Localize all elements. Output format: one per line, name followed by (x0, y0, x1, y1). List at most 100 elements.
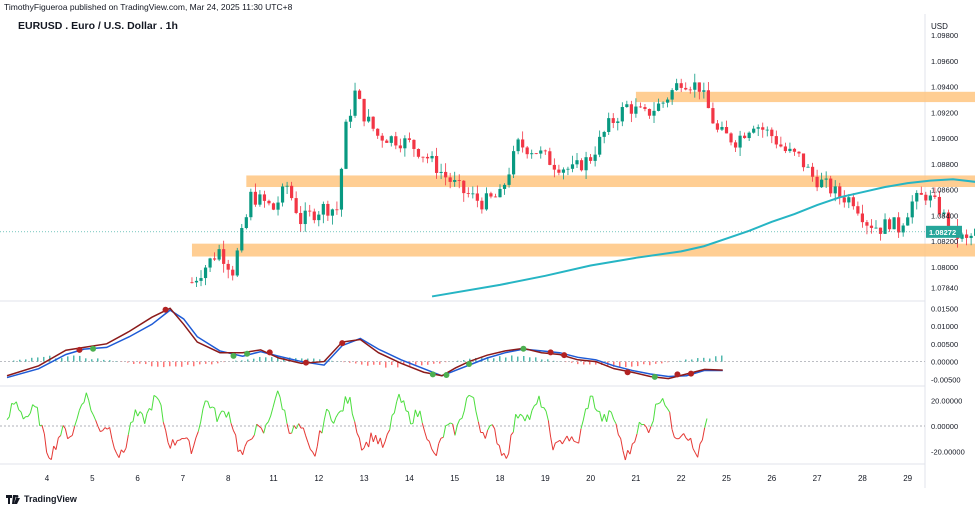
osc2-segment (267, 415, 272, 423)
osc2-segment (22, 416, 27, 420)
osc-y-tick-label: 0.00500 (931, 340, 958, 349)
osc2-segment (132, 409, 136, 422)
osc2-segment (190, 445, 195, 454)
y-tick-label: 1.08200 (931, 237, 958, 246)
candle-body (398, 145, 402, 149)
osc2-segment (389, 415, 393, 430)
candle-body (688, 89, 692, 91)
last-price-marker (926, 225, 962, 238)
histogram-bar (175, 361, 177, 367)
histogram-bar (367, 361, 369, 366)
osc2-segment (398, 393, 402, 403)
candle-body (262, 194, 267, 201)
candle-body (493, 196, 498, 198)
candle-body (484, 193, 489, 210)
osc2-segment (225, 411, 230, 418)
osc2-segment (627, 450, 631, 455)
candle-body (964, 234, 969, 238)
osc2-segment (452, 423, 456, 436)
osc2-segment (456, 419, 461, 426)
histogram-bar (97, 358, 99, 362)
osc2-segment (335, 413, 339, 418)
osc2-segment (162, 422, 167, 431)
x-tick-label: 19 (541, 474, 550, 483)
osc2-segment (55, 437, 59, 450)
candle-body (743, 135, 747, 139)
crossover-dot (466, 361, 473, 368)
osc2-y-tick-label: -20.00000 (931, 447, 965, 456)
candle-body (557, 169, 561, 173)
osc2-segment (559, 440, 563, 445)
osc2-segment (629, 443, 633, 455)
histogram-bar (571, 361, 573, 363)
osc2-segment (286, 423, 290, 434)
osc2-segment (330, 420, 335, 424)
osc2-segment (622, 450, 626, 461)
osc2-segment (531, 405, 535, 411)
osc2-segment (454, 424, 458, 436)
candle-body (267, 200, 271, 204)
osc2-segment (377, 437, 381, 445)
osc-series-line (6, 307, 723, 380)
osc2-segment (674, 436, 677, 440)
currency-label: USD (931, 22, 948, 31)
histogram-bar (103, 359, 105, 362)
candle-body (416, 148, 421, 157)
osc2-segment (174, 440, 178, 446)
histogram-bar (379, 361, 381, 365)
histogram-bar (127, 361, 129, 363)
histogram-bar (709, 358, 711, 362)
x-tick-label: 15 (450, 474, 459, 483)
osc2-segment (244, 441, 248, 447)
candle-body (797, 151, 801, 154)
x-tick-label: 26 (767, 474, 776, 483)
crossover-dot (162, 306, 169, 313)
osc2-segment (356, 432, 360, 439)
osc2-segment (46, 452, 50, 459)
osc2-segment (165, 430, 169, 443)
candle-body (656, 103, 661, 111)
candle-body (453, 180, 457, 182)
osc2-segment (64, 428, 69, 439)
candle-body (475, 193, 479, 201)
osc2-segment (8, 403, 13, 417)
sr-zone (246, 175, 975, 188)
osc2-segment (426, 438, 430, 442)
candle-body (847, 197, 851, 203)
osc2-segment (102, 427, 106, 431)
candle-body (222, 249, 226, 264)
histogram-bar (697, 358, 699, 362)
osc2-segment (365, 441, 370, 448)
candle-body (226, 263, 230, 270)
candle-body (335, 209, 339, 211)
osc2-segment (193, 437, 197, 447)
candle-body (235, 250, 239, 276)
candle-body (348, 115, 353, 122)
histogram-bar (433, 361, 435, 364)
osc2-segment (496, 443, 500, 446)
candle-body (616, 121, 620, 123)
candle-body (919, 192, 923, 195)
histogram-bar (271, 357, 273, 362)
osc2-segment (669, 412, 673, 430)
osc2-segment (412, 409, 416, 424)
osc2-segment (566, 435, 570, 442)
osc2-segment (538, 395, 542, 408)
osc2-segment (692, 448, 696, 454)
osc2-segment (354, 421, 358, 434)
histogram-bar (223, 361, 225, 363)
candle-body (752, 128, 756, 133)
candle-body (525, 147, 529, 155)
candle-body (647, 108, 652, 116)
crossover-dot (624, 369, 631, 376)
histogram-bar (253, 358, 255, 362)
candle-body (706, 90, 710, 109)
candle-body (865, 222, 869, 226)
osc2-segment (88, 400, 92, 411)
candle-body (389, 136, 393, 143)
tradingview-brand[interactable]: TradingView (6, 494, 77, 504)
osc2-segment (580, 419, 584, 429)
osc2-segment (571, 436, 575, 442)
osc2-segment (277, 390, 281, 398)
candle-body (942, 212, 946, 214)
